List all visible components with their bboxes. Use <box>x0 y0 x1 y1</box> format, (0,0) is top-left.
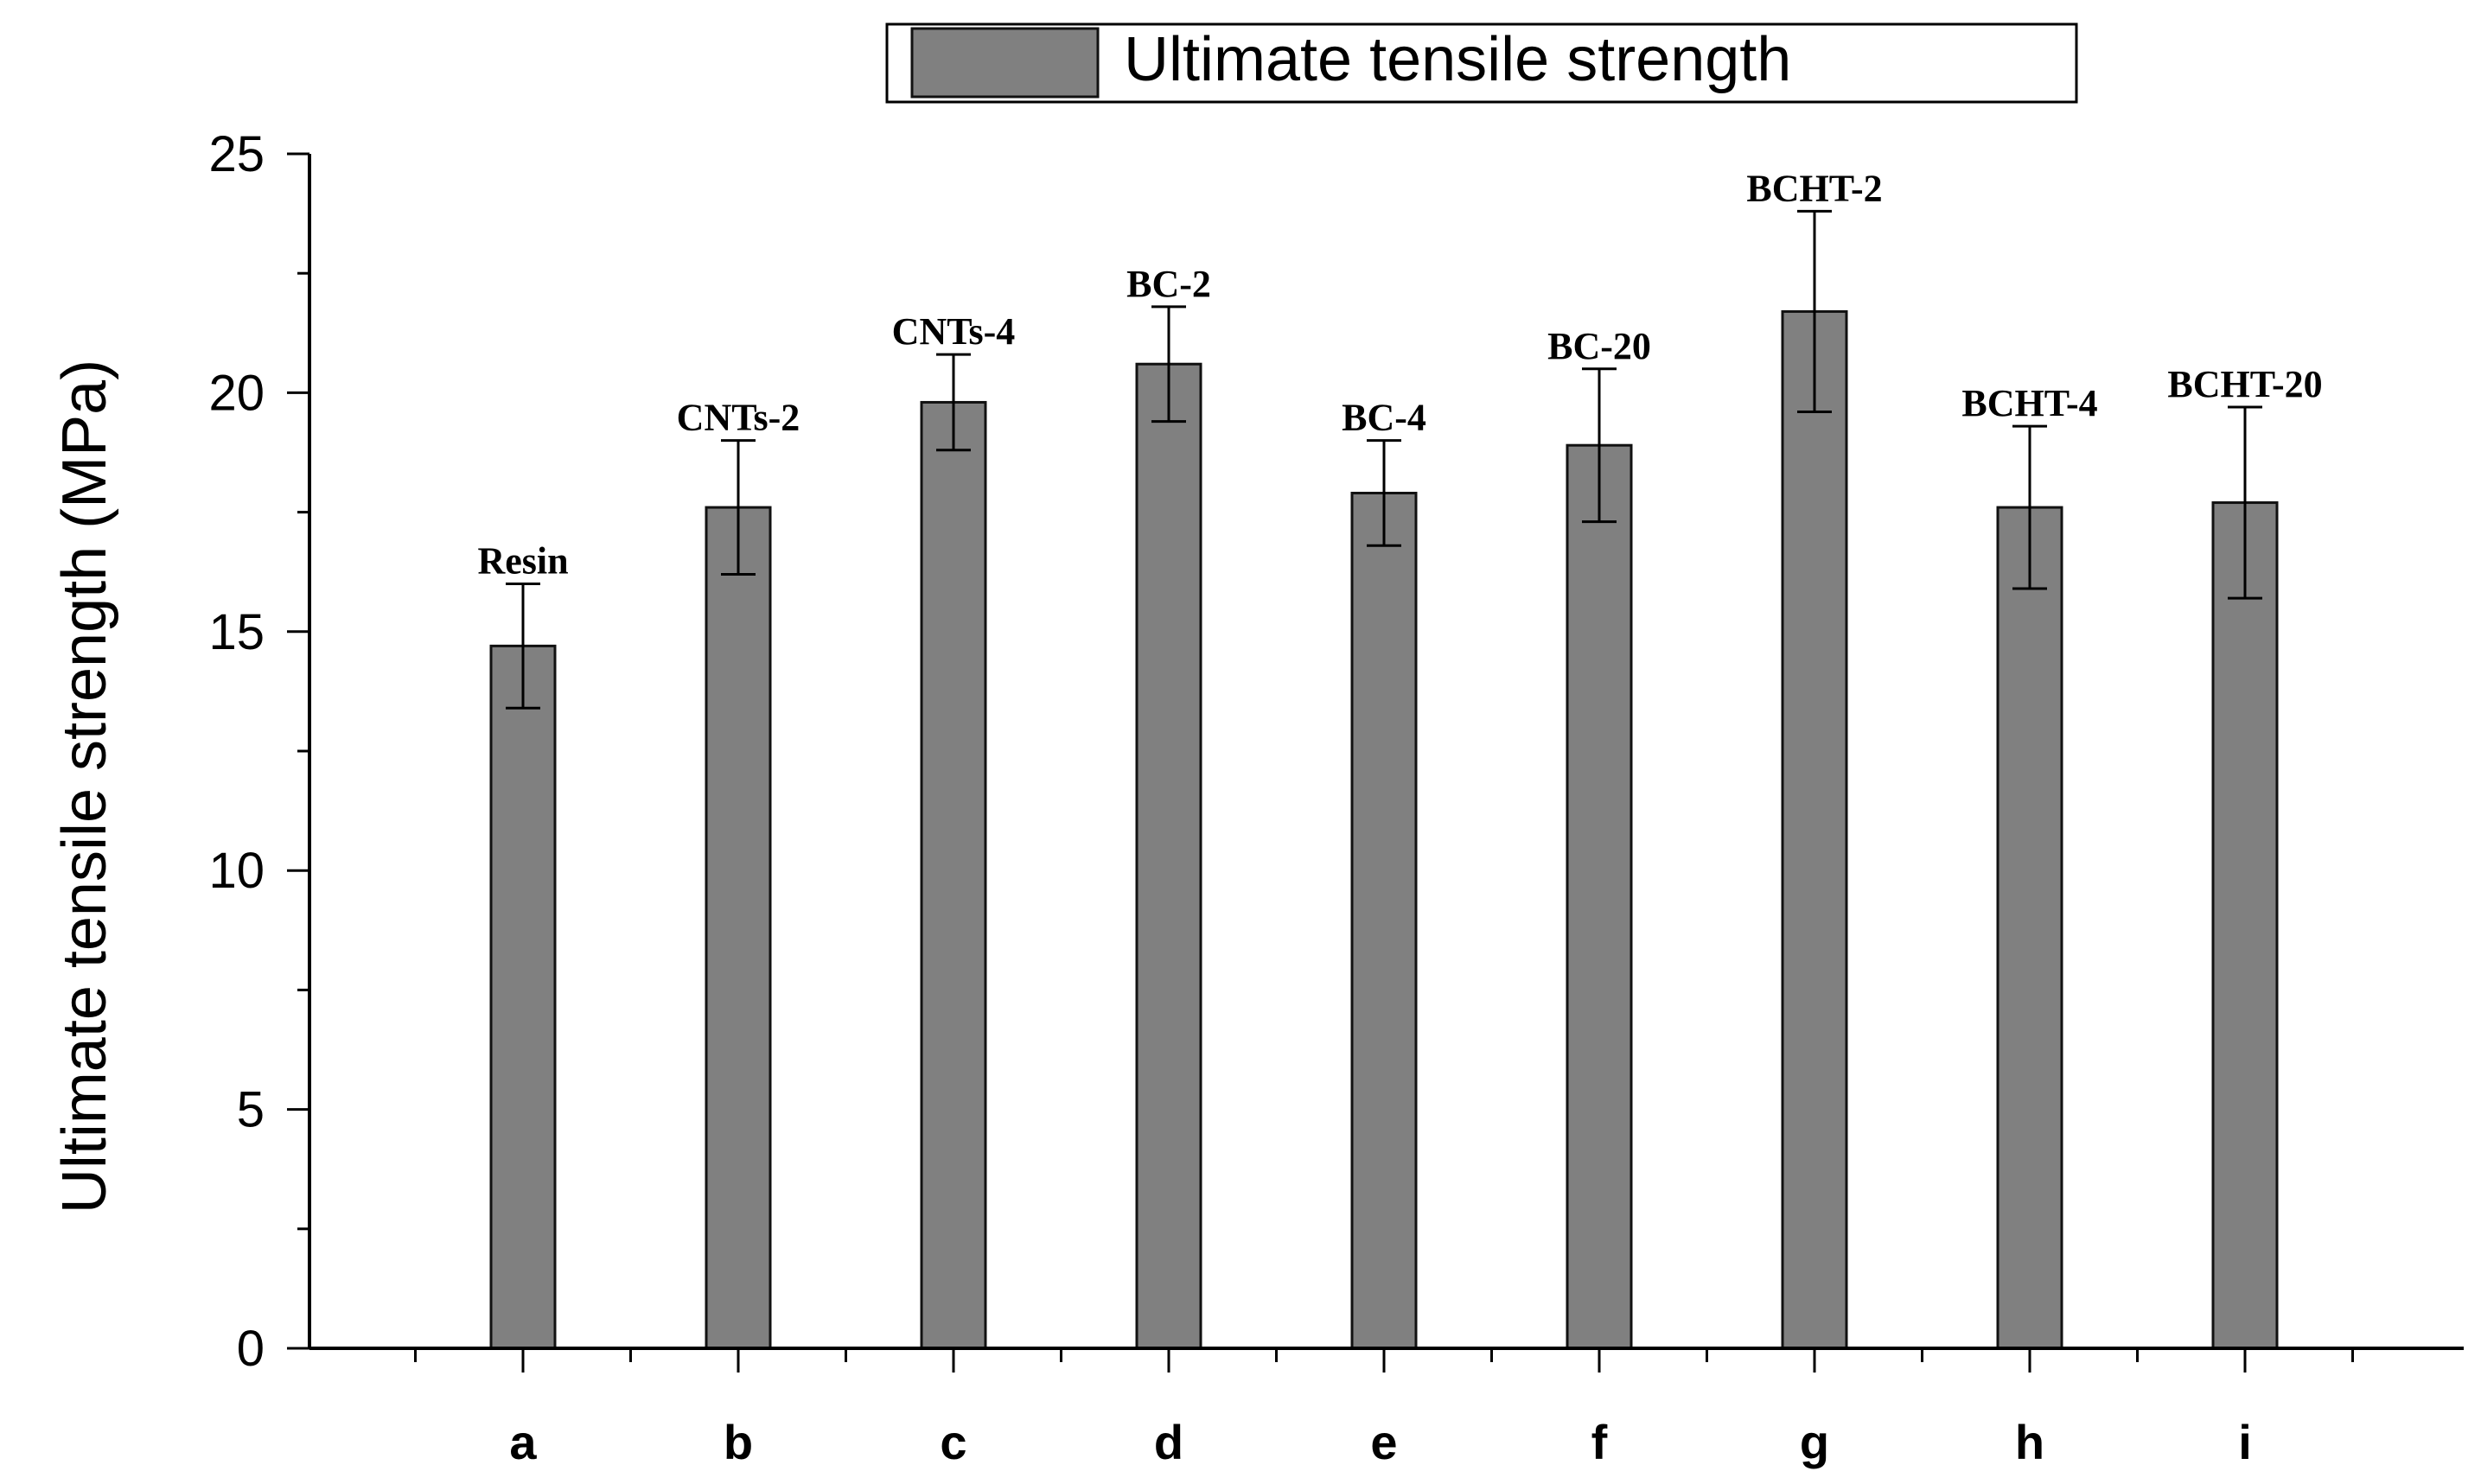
y-tick-label: 0 <box>237 1321 265 1377</box>
x-tick-label: d <box>1154 1415 1183 1469</box>
x-tick-label: e <box>1370 1415 1397 1469</box>
y-axis-title: Ultimate tensile strength (MPa) <box>50 360 119 1213</box>
plot-area: Resin a CNTs-2 b CNTs-4 c BC-2 d BC-4 e BC-20 f BCHT… <box>208 126 2464 1469</box>
bar <box>1996 506 2063 1350</box>
x-tick-label: g <box>1800 1415 1829 1469</box>
x-tick-label: i <box>2238 1415 2252 1469</box>
data-label: BCHT-20 <box>2167 363 2322 405</box>
bar <box>1566 443 1633 1350</box>
y-tick-label: 10 <box>208 843 265 899</box>
bar <box>705 506 772 1350</box>
data-label: Resin <box>477 540 568 583</box>
x-tick-label: f <box>1591 1415 1608 1469</box>
bar <box>489 644 557 1350</box>
data-label: BC-2 <box>1126 263 1211 305</box>
y-tick-label: 25 <box>208 126 265 182</box>
x-tick-label: a <box>509 1415 537 1469</box>
data-label: BC-4 <box>1342 397 1426 439</box>
legend-label: Ultimate tensile strength <box>1124 25 1791 94</box>
x-tick-label: c <box>940 1415 966 1469</box>
data-label: CNTs-2 <box>677 397 800 439</box>
data-label: BC-20 <box>1547 325 1651 367</box>
data-label: BCHT-2 <box>1746 167 1882 209</box>
legend-swatch <box>910 27 1100 99</box>
data-label: CNTs-4 <box>892 310 1016 353</box>
x-tick-label: h <box>2015 1415 2044 1469</box>
bar <box>920 400 987 1350</box>
data-label: BCHT-4 <box>1961 382 2097 424</box>
y-tick-label: 5 <box>237 1082 265 1138</box>
bar <box>1135 362 1202 1350</box>
bar <box>1350 491 1418 1350</box>
bar <box>2211 501 2279 1350</box>
bar <box>1781 309 1848 1350</box>
y-tick-label: 15 <box>208 604 265 660</box>
x-tick-label: b <box>724 1415 753 1469</box>
y-tick-label: 20 <box>208 365 265 421</box>
legend: Ultimate tensile strength <box>885 22 2078 104</box>
